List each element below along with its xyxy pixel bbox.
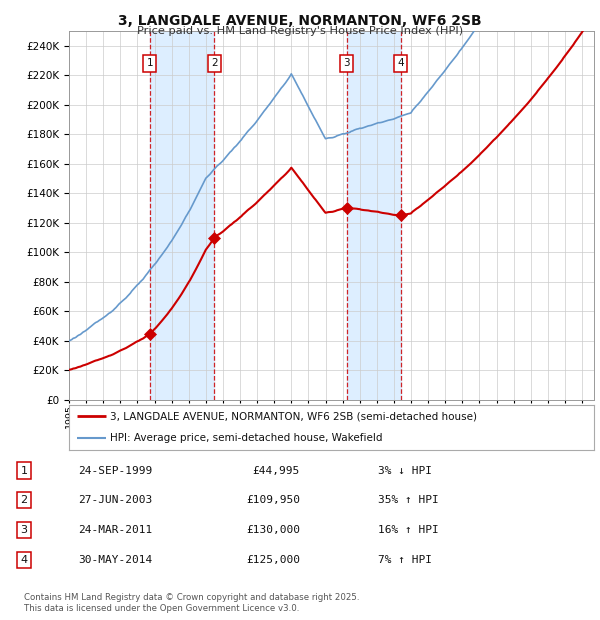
Bar <box>347 31 401 400</box>
Text: 4: 4 <box>398 58 404 68</box>
Text: £109,950: £109,950 <box>246 495 300 505</box>
Text: 1: 1 <box>146 58 153 68</box>
Text: Contains HM Land Registry data © Crown copyright and database right 2025.
This d: Contains HM Land Registry data © Crown c… <box>24 593 359 613</box>
Text: HPI: Average price, semi-detached house, Wakefield: HPI: Average price, semi-detached house,… <box>110 433 382 443</box>
Text: 4: 4 <box>20 555 28 565</box>
Text: £125,000: £125,000 <box>246 555 300 565</box>
Text: 3, LANGDALE AVENUE, NORMANTON, WF6 2SB: 3, LANGDALE AVENUE, NORMANTON, WF6 2SB <box>118 14 482 28</box>
Text: 30-MAY-2014: 30-MAY-2014 <box>78 555 152 565</box>
Text: £130,000: £130,000 <box>246 525 300 535</box>
Text: 3% ↓ HPI: 3% ↓ HPI <box>378 466 432 476</box>
Bar <box>150 31 214 400</box>
Text: 3, LANGDALE AVENUE, NORMANTON, WF6 2SB (semi-detached house): 3, LANGDALE AVENUE, NORMANTON, WF6 2SB (… <box>110 411 477 421</box>
Text: 7% ↑ HPI: 7% ↑ HPI <box>378 555 432 565</box>
Text: 24-SEP-1999: 24-SEP-1999 <box>78 466 152 476</box>
Text: 2: 2 <box>211 58 217 68</box>
Text: 2: 2 <box>20 495 28 505</box>
Text: 24-MAR-2011: 24-MAR-2011 <box>78 525 152 535</box>
Text: 27-JUN-2003: 27-JUN-2003 <box>78 495 152 505</box>
Text: Price paid vs. HM Land Registry's House Price Index (HPI): Price paid vs. HM Land Registry's House … <box>137 26 463 36</box>
Text: 3: 3 <box>343 58 350 68</box>
Text: 16% ↑ HPI: 16% ↑ HPI <box>378 525 439 535</box>
Text: 35% ↑ HPI: 35% ↑ HPI <box>378 495 439 505</box>
Text: 3: 3 <box>20 525 28 535</box>
Text: 1: 1 <box>20 466 28 476</box>
Text: £44,995: £44,995 <box>253 466 300 476</box>
